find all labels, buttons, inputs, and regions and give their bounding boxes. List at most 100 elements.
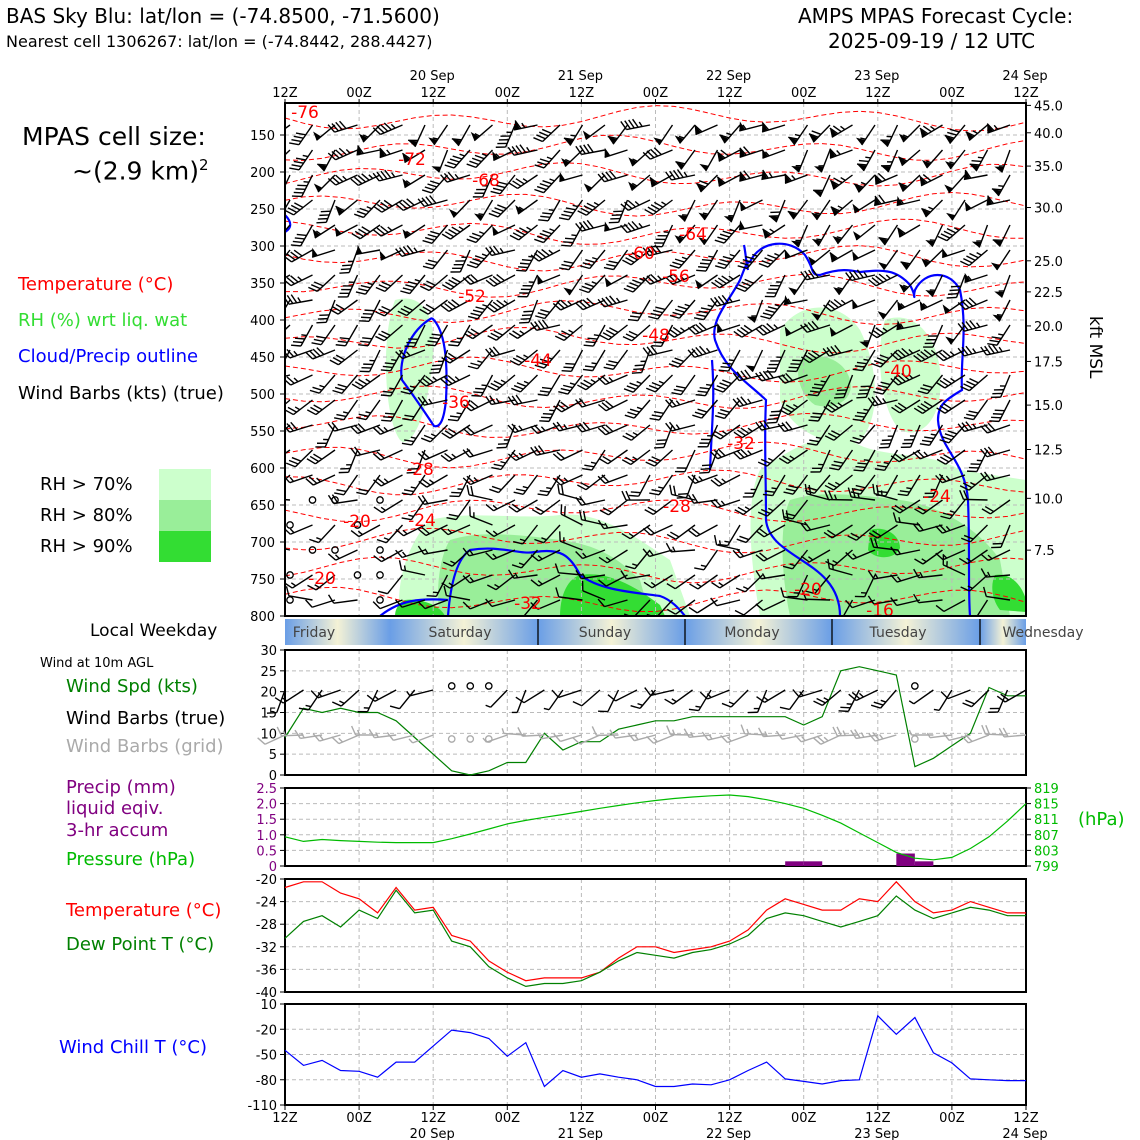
barb-shaft <box>413 324 426 347</box>
barb-flag <box>642 276 651 285</box>
wind-barb <box>642 147 673 160</box>
barb-flag <box>452 155 463 160</box>
barb-flag <box>500 135 511 137</box>
wind-barb <box>580 249 606 270</box>
barb-flag <box>599 334 609 341</box>
barb-flag <box>338 147 348 156</box>
barb-flag <box>580 265 590 270</box>
wind-barb <box>487 374 516 391</box>
barb-flag <box>312 733 320 742</box>
barb-flag <box>675 161 686 165</box>
barb-flag <box>313 338 324 343</box>
barb-half-flag <box>998 165 1005 167</box>
barb-flag <box>534 164 545 169</box>
barb-half-flag <box>540 426 546 432</box>
barb-half-flag <box>454 376 460 381</box>
value-tick-label: -36 <box>256 963 277 978</box>
pressure-tick-label: 500 <box>250 388 275 403</box>
barb-flag <box>285 295 290 305</box>
wind-barb <box>559 171 583 183</box>
barb-half-flag <box>549 228 555 232</box>
barb-pennant <box>738 220 745 230</box>
barb-pennant <box>992 314 1002 322</box>
barb-half-flag <box>728 215 734 217</box>
barb-half-flag <box>549 178 555 182</box>
wind-barb <box>945 149 966 170</box>
top-time-tick-label: 12Z <box>569 86 595 101</box>
barb-shaft <box>316 124 336 141</box>
barb-flag <box>361 173 370 181</box>
barb-flag <box>664 698 674 705</box>
barb-flag <box>540 309 551 314</box>
barb-pennant <box>896 196 903 206</box>
barb-flag <box>467 315 478 320</box>
barb-flag <box>425 262 436 267</box>
barb-pennant <box>877 311 887 319</box>
barb-half-flag <box>794 133 801 137</box>
legend-wind-barbs-grid: Wind Barbs (grid) <box>66 736 224 757</box>
barb-flag <box>583 144 590 154</box>
wind-barb <box>677 199 696 222</box>
barb-half-flag <box>526 146 531 153</box>
barb-shaft <box>680 149 696 170</box>
wind-barb <box>833 274 854 296</box>
barb-half-flag <box>593 201 600 206</box>
pressure-tick-label: 300 <box>250 240 275 255</box>
barb-flag <box>451 276 461 283</box>
wind-barb <box>305 474 336 486</box>
wind-barb <box>687 493 718 504</box>
barb-flag <box>266 332 275 341</box>
barb-flag <box>496 273 505 282</box>
wind-barb <box>495 124 516 148</box>
barb-flag <box>598 710 608 713</box>
barb-flag <box>922 125 932 133</box>
barb-flag <box>331 151 340 159</box>
wind-barb <box>764 274 786 298</box>
barb-flag <box>560 299 569 308</box>
barb-flag <box>380 201 390 209</box>
barb-flag <box>472 196 483 198</box>
temperature-contour-label: -28 <box>663 497 691 517</box>
barb-shaft <box>491 249 516 257</box>
barb-flag <box>440 174 448 183</box>
barb-half-flag <box>572 204 579 208</box>
calm-circle <box>466 735 475 743</box>
barb-flag <box>271 257 281 266</box>
barb-half-flag <box>373 695 379 700</box>
barb-flag <box>646 275 655 284</box>
barb-flag <box>950 285 961 288</box>
barb-flag <box>961 300 970 309</box>
barb-flag <box>357 145 364 154</box>
barb-half-flag <box>567 300 573 306</box>
barb-half-flag <box>705 347 711 353</box>
swatch-rh90 <box>159 531 211 562</box>
barb-half-flag <box>518 206 525 211</box>
wind-barb <box>723 199 741 223</box>
barb-half-flag <box>342 175 348 181</box>
barb-flag <box>613 210 624 213</box>
barb-flag <box>540 215 551 219</box>
barb-shaft <box>968 124 988 142</box>
barb-half-flag <box>795 239 801 242</box>
barb-flag <box>740 724 746 735</box>
wind-barb <box>373 199 403 213</box>
wind-barb <box>355 274 381 295</box>
true-wind-barb <box>699 689 730 700</box>
barb-flag <box>611 214 622 216</box>
wind-barb <box>375 324 403 342</box>
wind-barb <box>290 224 314 247</box>
barb-flag <box>329 359 339 366</box>
calm-circle <box>484 682 493 690</box>
barb-shaft <box>678 299 696 319</box>
barb-flag <box>350 725 357 736</box>
wind-barb <box>431 149 449 173</box>
barb-flag <box>383 199 393 207</box>
height-tick-label: 12.5 <box>1034 444 1063 459</box>
temperature-contour-label: -64 <box>679 225 707 245</box>
barb-flag <box>655 238 666 241</box>
barb-pennant <box>945 161 954 169</box>
barb-flag <box>668 275 677 284</box>
barb-flag <box>407 281 418 285</box>
barb-shaft <box>866 324 876 348</box>
wind-barb <box>563 274 584 296</box>
